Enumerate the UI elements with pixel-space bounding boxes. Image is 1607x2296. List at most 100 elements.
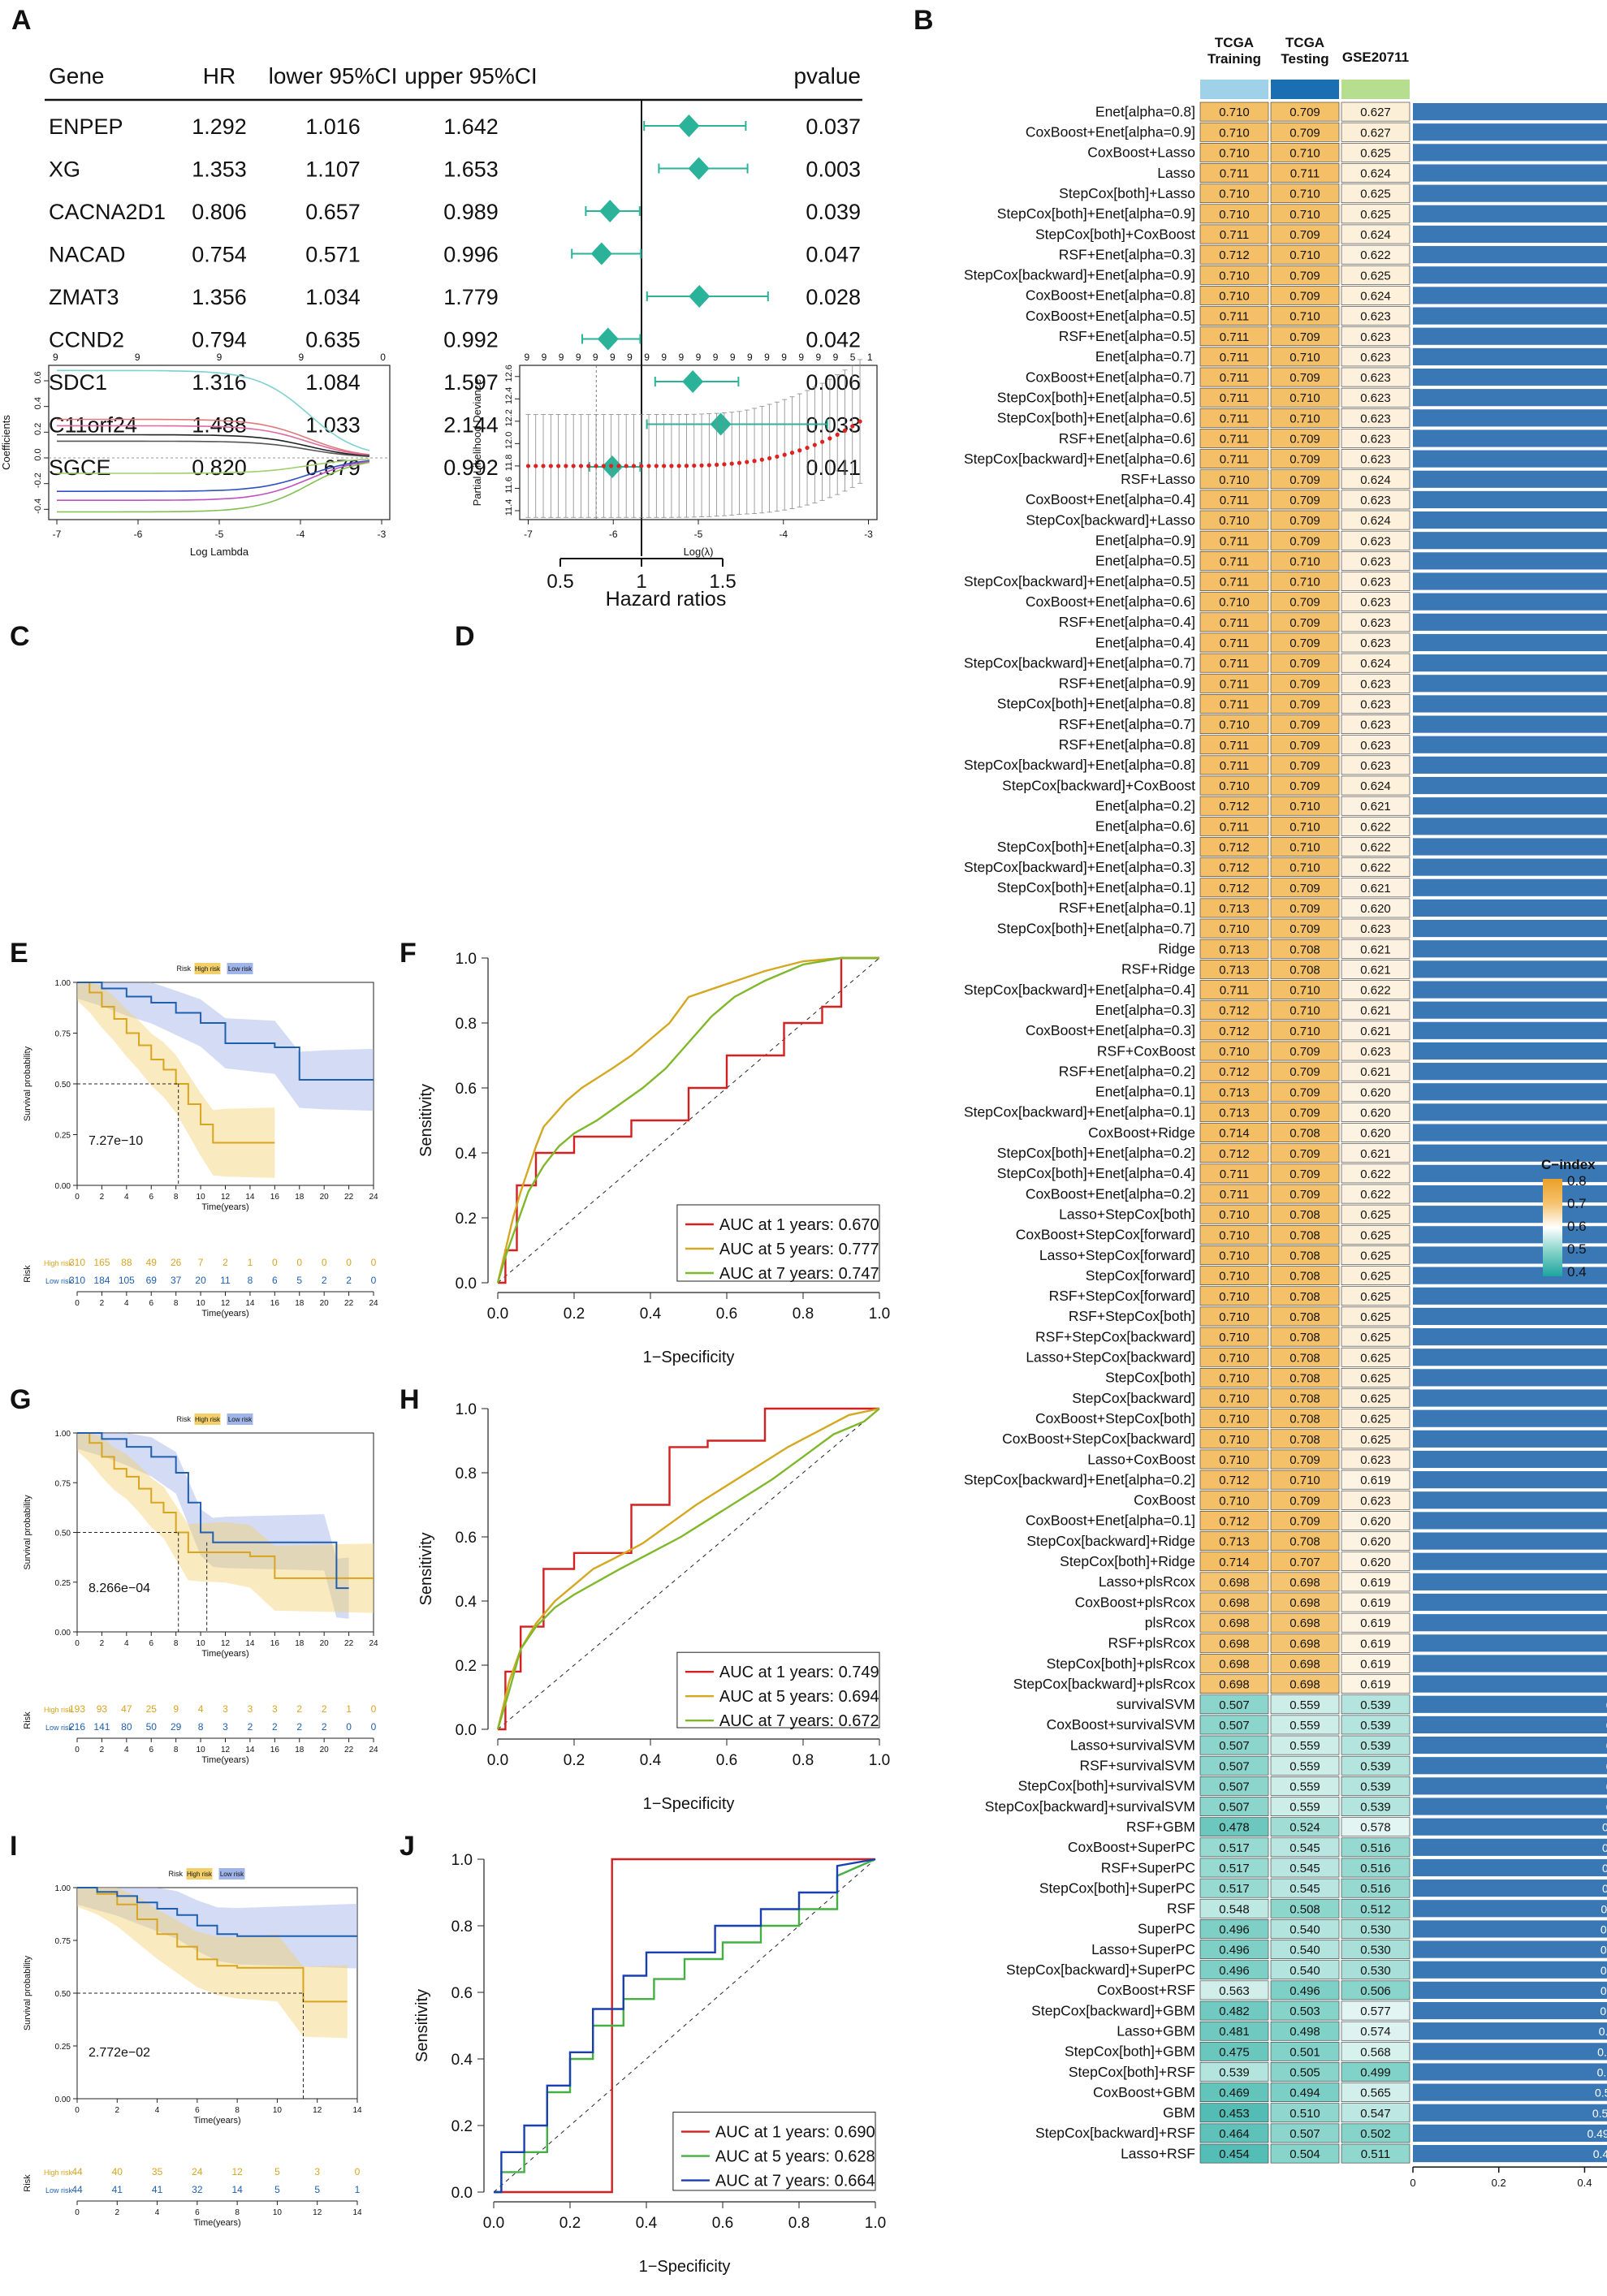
km-x-tick-label: 22 [344, 1193, 354, 1202]
km-curve-low [77, 1887, 357, 1937]
km-x-tick-label: 0 [75, 2106, 80, 2115]
heatmap-cell-value: 0.516 [1360, 1862, 1391, 1875]
km-x-tick-label: 10 [197, 1193, 206, 1202]
heatmap-cell-value: 0.713 [1219, 1085, 1250, 1099]
forest-upper-value: 1.653 [443, 158, 499, 182]
mean-cindex-bar [1413, 960, 1607, 978]
forest-column-header: Gene [49, 63, 105, 88]
heatmap-cell [1199, 755, 1269, 775]
mean-cindex-bar [1413, 2001, 1607, 2020]
heatmap-cell-value: 0.709 [1289, 126, 1320, 140]
heatmap-cell [1341, 1980, 1410, 2000]
heatmap-cell [1270, 673, 1340, 693]
cindex-legend-tick: 0.7 [1567, 1196, 1587, 1211]
top-axis-label: 9 [627, 352, 633, 363]
mean-cindex-label: 0.526 [1602, 1862, 1607, 1875]
heatmap-cell [1270, 550, 1340, 571]
roc-x-tick-label: 0.2 [564, 1752, 585, 1769]
heatmap-row-label: CoxBoost+Enet[alpha=0.6] [1026, 593, 1195, 610]
heatmap-cell [1270, 510, 1340, 530]
forest-hr-diamond [678, 114, 700, 137]
heatmap-cell [1199, 408, 1269, 428]
risk-count-low: 141 [93, 1721, 110, 1733]
risk-count-high: 1 [346, 1703, 352, 1715]
heatmap-cell-value: 0.623 [1360, 351, 1391, 365]
heatmap-cell-value: 0.711 [1220, 351, 1249, 365]
heatmap-cell [1270, 1858, 1340, 1878]
deviance-point [541, 464, 546, 468]
heatmap-cell-value: 0.625 [1360, 1208, 1391, 1222]
heatmap-row-label: StepCox[backward]+SuperPC [1006, 1962, 1195, 1978]
heatmap-cell [1199, 2123, 1269, 2143]
forest-pvalue: 0.003 [806, 158, 861, 182]
y-tick-label: 12.6 [504, 365, 514, 382]
heatmap-cell [1199, 1103, 1269, 1122]
risk-table-title: Risk [23, 1265, 32, 1283]
heatmap-cell-value: 0.545 [1289, 1841, 1320, 1855]
heatmap-cell-value: 0.545 [1289, 1862, 1320, 1875]
mean-cindex-label: 0.522 [1601, 1923, 1607, 1936]
heatmap-cell-value: 0.625 [1360, 1249, 1391, 1263]
heatmap-cell [1199, 612, 1269, 632]
km-x-axis-title: Time(years) [193, 2116, 240, 2126]
risk-count-low: 37 [171, 1275, 182, 1286]
heatmap-row-label: Lasso+StepCox[both] [1059, 1206, 1195, 1222]
mean-cindex-bar [1413, 450, 1607, 468]
km-x-tick-label: 10 [197, 1639, 206, 1648]
y-tick-label: 11.4 [504, 499, 514, 516]
top-axis-label: 9 [217, 352, 222, 363]
heatmap-cell [1270, 1960, 1340, 1980]
heatmap-cell-value: 0.711 [1220, 1188, 1249, 1202]
deviance-point [835, 432, 840, 437]
roc-legend-label: AUC at 5 years: 0.628 [715, 2148, 875, 2166]
heatmap-cell [1270, 469, 1340, 490]
heatmap-row-label: CoxBoost+GBM [1093, 2084, 1195, 2100]
risk-x-tick-label: 6 [149, 1746, 153, 1754]
heatmap-column-color-bar [1341, 80, 1410, 99]
roc-legend-label: AUC at 5 years: 0.694 [719, 1688, 879, 1706]
heatmap-cell [1270, 1715, 1340, 1735]
top-axis-label: 9 [644, 352, 650, 363]
heatmap-cell-value: 0.710 [1219, 289, 1250, 303]
risk-count-low: 80 [121, 1721, 132, 1733]
heatmap-row-label: RSF+Lasso [1121, 471, 1195, 487]
heatmap-cell [1270, 612, 1340, 632]
heatmap-row-label: StepCox[both]+Enet[alpha=0.9] [997, 205, 1195, 222]
heatmap-row-label: StepCox[backward]+Enet[alpha=0.6] [964, 451, 1195, 467]
mean-cindex-bar [1413, 1552, 1607, 1570]
heatmap-cell [1270, 2123, 1340, 2143]
heatmap-cell [1341, 878, 1410, 898]
deviance-point [722, 462, 727, 467]
roc-legend-box [676, 1204, 880, 1282]
forest-gene-label: CCND2 [49, 328, 124, 352]
heatmap-cell-value: 0.714 [1219, 1556, 1250, 1569]
heatmap-cell [1341, 163, 1410, 183]
heatmap-cell [1341, 939, 1410, 959]
risk-count-high: 0 [371, 1257, 377, 1268]
heatmap-cell [1270, 1388, 1340, 1408]
heatmap-cell [1199, 735, 1269, 755]
heatmap-cell-value: 0.709 [1289, 1085, 1320, 1099]
heatmap-cell-value: 0.510 [1289, 2107, 1320, 2121]
heatmap-cell [1270, 1224, 1340, 1245]
heatmap-cell-value: 0.709 [1289, 1188, 1320, 1202]
heatmap-cell [1199, 775, 1269, 796]
heatmap-cell-value: 0.710 [1289, 861, 1320, 875]
mean-cindex-label: 0.535 [1606, 1780, 1607, 1793]
heatmap-cell [1341, 755, 1410, 775]
mean-cindex-bar [1413, 144, 1607, 162]
heatmap-cell-value: 0.698 [1219, 1616, 1250, 1630]
heatmap-cell [1341, 918, 1410, 939]
heatmap-cell [1341, 347, 1410, 367]
km-y-tick-label: 0.50 [55, 1530, 71, 1539]
heatmap-cell [1199, 2021, 1269, 2041]
cindex-legend-title: C−index [1541, 1157, 1596, 1172]
risk-count-high: 47 [121, 1703, 132, 1715]
km-pvalue: 7.27e−10 [89, 1134, 143, 1148]
heatmap-cell-value: 0.539 [1360, 1719, 1391, 1733]
heatmap-cell [1341, 612, 1410, 632]
heatmap-cell-value: 0.498 [1289, 2025, 1320, 2039]
heatmap-cell [1270, 2041, 1340, 2061]
heatmap-cell-value: 0.710 [1289, 188, 1320, 201]
heatmap-row-label: StepCox[backward]+Enet[alpha=0.5] [964, 573, 1195, 589]
